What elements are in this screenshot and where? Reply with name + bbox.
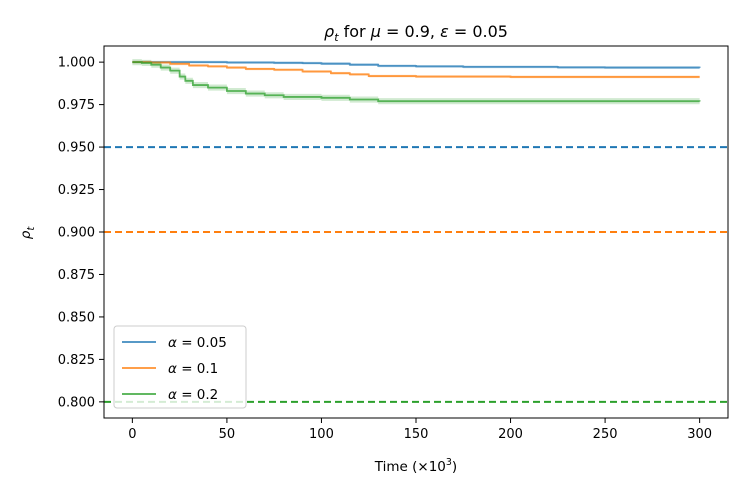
y-axis-label: ρt bbox=[18, 226, 37, 240]
y-tick-label: 0.950 bbox=[58, 141, 95, 156]
legend-box bbox=[113, 325, 247, 409]
series-line-0 bbox=[132, 61, 701, 69]
legend-label-1: α = 0.1 bbox=[168, 361, 218, 377]
y-tick-label: 0.850 bbox=[58, 310, 95, 325]
x-tick-label: 200 bbox=[498, 427, 523, 442]
legend: α = 0.05 α = 0.1 α = 0.2 bbox=[113, 325, 247, 409]
x-tick-label: 150 bbox=[404, 427, 429, 442]
series-layer bbox=[132, 59, 701, 105]
series-line-2 bbox=[132, 61, 701, 103]
x-tick-label: 50 bbox=[219, 427, 236, 442]
y-tick-label: 0.825 bbox=[58, 353, 95, 368]
x-tick-label: 0 bbox=[128, 427, 136, 442]
legend-label-2: α = 0.2 bbox=[168, 387, 218, 403]
chart-title: ρt for μ = 0.9, ε = 0.05 bbox=[324, 22, 508, 44]
x-tick-label: 300 bbox=[687, 427, 712, 442]
y-tick-label: 0.875 bbox=[58, 268, 95, 283]
x-tick-label: 100 bbox=[309, 427, 334, 442]
y-tick-label: 0.925 bbox=[58, 183, 95, 198]
y-axis: 0.800 0.825 0.850 0.875 0.900 0.925 0.950 0.975… bbox=[58, 56, 104, 410]
x-axis: 0 50 100 150 200 250 300 bbox=[128, 418, 712, 442]
x-axis-label: Time (×103) bbox=[374, 457, 457, 475]
y-tick-label: 0.800 bbox=[58, 395, 95, 410]
y-tick-label: 0.975 bbox=[58, 98, 95, 113]
y-tick-label: 1.000 bbox=[58, 56, 95, 71]
series-line-1 bbox=[132, 61, 700, 78]
legend-label-0: α = 0.05 bbox=[168, 335, 227, 351]
x-tick-label: 250 bbox=[593, 427, 618, 442]
y-tick-label: 0.900 bbox=[58, 226, 95, 241]
series-band-2 bbox=[132, 59, 700, 105]
